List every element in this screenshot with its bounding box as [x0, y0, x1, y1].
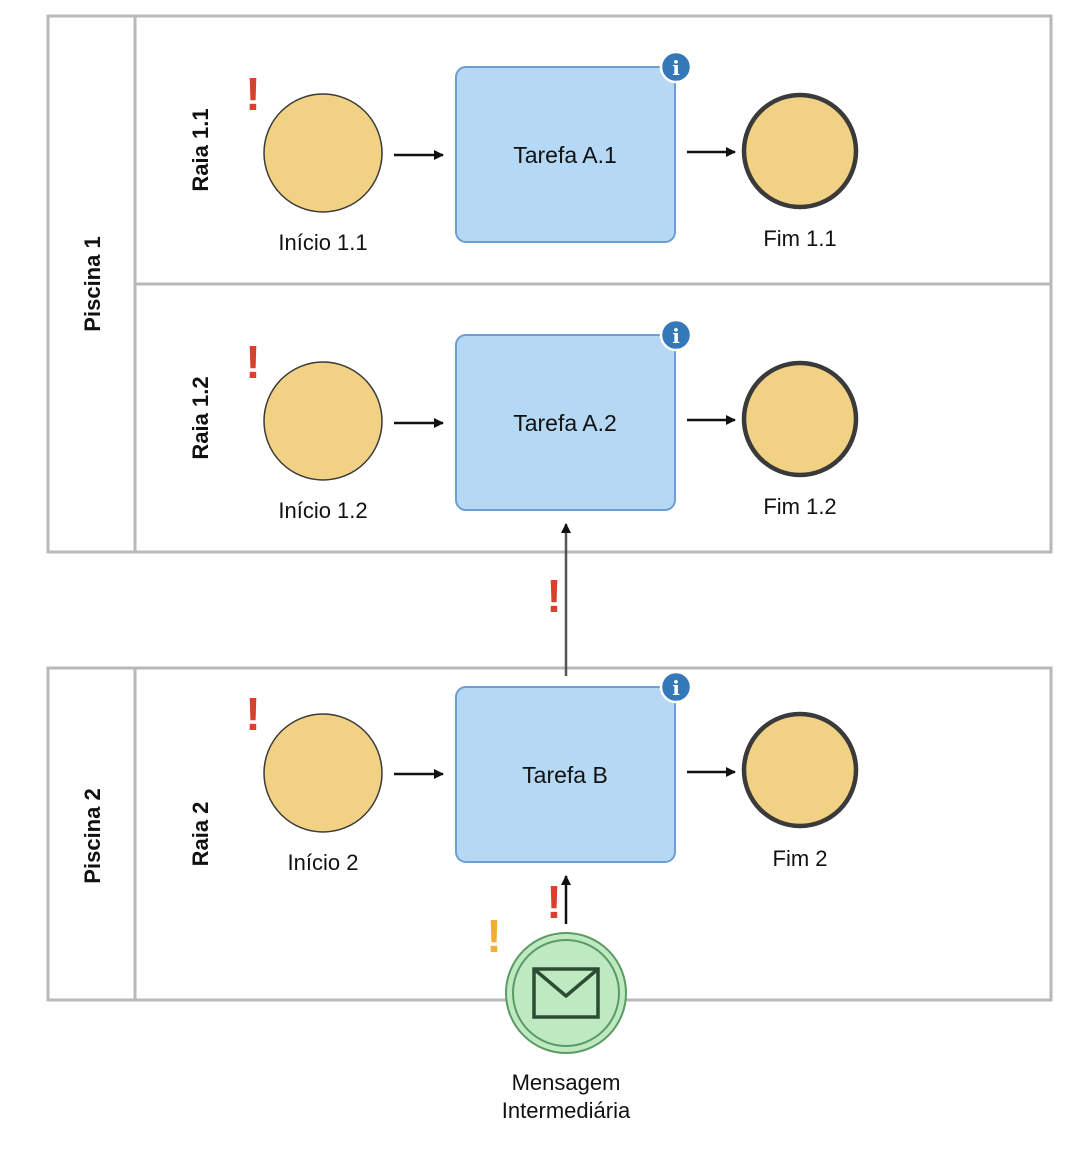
info-icon: i: [672, 324, 680, 348]
start-event-1-1[interactable]: [264, 94, 382, 212]
task-a-2[interactable]: Tarefa A.2: [456, 335, 675, 510]
error-marker-message-event: !: [546, 876, 561, 928]
info-icon: i: [672, 676, 680, 700]
task-a-1-label: Tarefa A.1: [513, 142, 617, 168]
pool-1-label: Piscina 1: [80, 236, 105, 331]
lane-1-2[interactable]: Raia 1.2: [188, 376, 213, 459]
end-event-1-1-label: Fim 1.1: [763, 226, 836, 251]
lane-2[interactable]: Raia 2: [188, 802, 213, 867]
error-marker-start-1-2: !: [245, 336, 260, 388]
lane-1-1-label: Raia 1.1: [188, 108, 213, 191]
task-a-2-label: Tarefa A.2: [513, 410, 617, 436]
start-event-1-2-label: Início 1.2: [278, 498, 367, 523]
error-marker-start-2: !: [245, 688, 260, 740]
task-b[interactable]: Tarefa B: [456, 687, 675, 862]
info-badge-task-a-2[interactable]: i: [661, 320, 691, 350]
start-event-2-label: Início 2: [288, 850, 359, 875]
envelope-icon: [534, 969, 598, 1017]
message-event-label-line-2: Intermediária: [502, 1098, 631, 1123]
end-event-1-2[interactable]: [744, 363, 856, 475]
pool-2-label: Piscina 2: [80, 788, 105, 883]
task-b-label: Tarefa B: [522, 762, 608, 788]
lane-2-label: Raia 2: [188, 802, 213, 867]
error-marker-message-flow: !: [546, 570, 561, 622]
intermediate-message-event[interactable]: [506, 933, 626, 1053]
info-icon: i: [672, 56, 680, 80]
start-event-1-1-label: Início 1.1: [278, 230, 367, 255]
end-event-2[interactable]: [744, 714, 856, 826]
end-event-1-1[interactable]: [744, 95, 856, 207]
info-badge-task-a-1[interactable]: i: [661, 52, 691, 82]
start-event-1-2[interactable]: [264, 362, 382, 480]
end-event-2-label: Fim 2: [773, 846, 828, 871]
info-badge-task-b[interactable]: i: [661, 672, 691, 702]
warning-marker-message-event: !: [486, 910, 501, 962]
task-a-1[interactable]: Tarefa A.1: [456, 67, 675, 242]
start-event-2[interactable]: [264, 714, 382, 832]
lane-1-2-label: Raia 1.2: [188, 376, 213, 459]
end-event-1-2-label: Fim 1.2: [763, 494, 836, 519]
message-event-label-line-1: Mensagem: [512, 1070, 621, 1095]
error-marker-start-1-1: !: [245, 68, 260, 120]
